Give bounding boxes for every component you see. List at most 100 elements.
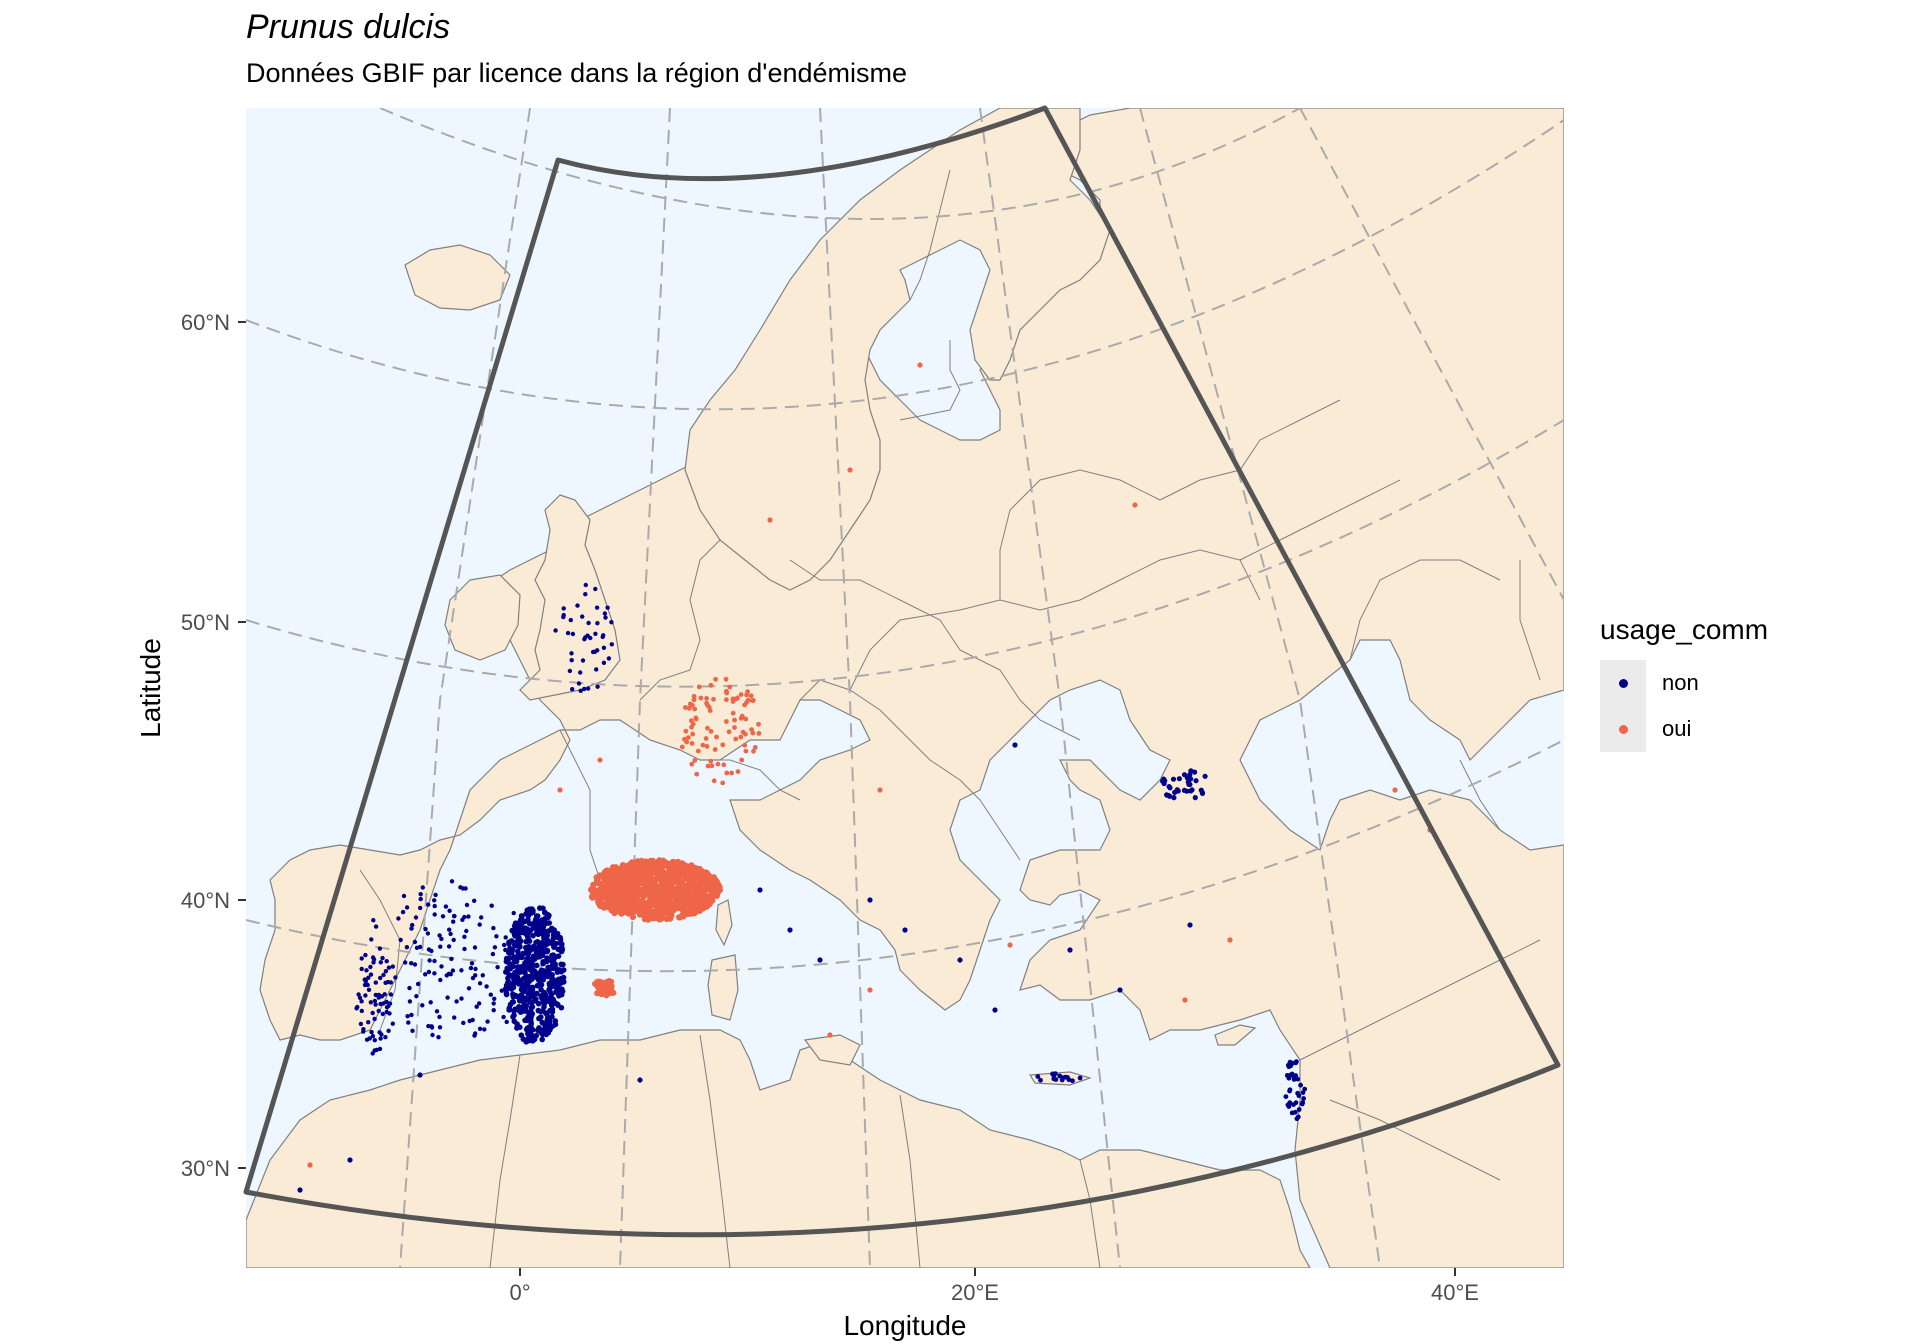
occurrence-point-non [556,993,562,999]
occurrence-point-non [454,999,459,1004]
occurrence-point-non [423,972,428,977]
occurrence-point-oui [1132,502,1138,508]
occurrence-point-non [437,1025,443,1030]
occurrence-point-non [541,928,547,934]
occurrence-point-non [1053,1077,1059,1082]
occurrence-point-oui [623,900,631,907]
occurrence-point-oui [693,716,699,722]
occurrence-point-non [469,961,475,966]
occurrence-point-non [503,991,510,998]
occurrence-point-non [526,943,532,950]
occurrence-point-non [505,959,511,965]
occurrence-point-non [594,667,599,672]
occurrence-point-oui [661,890,668,897]
occurrence-point-non [1035,1074,1041,1079]
occurrence-point-non [373,980,378,985]
occurrence-point-non [593,586,598,592]
occurrence-point-non [526,954,531,960]
occurrence-point-non [426,902,431,907]
occurrence-point-oui [751,748,756,754]
occurrence-point-oui [714,734,719,740]
occurrence-point-non [520,988,527,995]
occurrence-point-oui [683,705,688,710]
occurrence-point-non [517,941,522,946]
occurrence-point-non [1187,781,1193,788]
occurrence-point-non [504,1019,509,1025]
occurrence-point-non [516,922,521,927]
occurrence-point-oui [591,893,599,900]
occurrence-point-oui [700,742,706,748]
occurrence-point-oui [672,898,680,905]
occurrence-point-oui [610,905,617,912]
axis-ticks [238,321,1456,1276]
occurrence-point-non [519,997,524,1002]
occurrence-point-non [516,1004,522,1010]
occurrence-point-oui [668,912,675,919]
occurrence-point-non [554,1001,561,1008]
occurrence-point-non [396,916,401,921]
occurrence-point-non [390,1021,395,1026]
occurrence-point-non [568,617,573,623]
occurrence-point-non [490,951,496,957]
occurrence-point-non [414,945,420,950]
y-axis-title: Latitude [135,638,166,738]
occurrence-point-non [585,686,591,691]
occurrence-point-non [1294,1116,1300,1122]
occurrence-point-oui [683,875,691,882]
occurrence-point-oui [756,721,761,727]
occurrence-point-non [554,969,561,975]
occurrence-point-oui [726,729,732,735]
occurrence-point-oui [685,735,691,740]
occurrence-point-oui [597,896,605,904]
occurrence-point-oui [598,979,605,986]
occurrence-point-non [484,984,489,989]
occurrence-point-oui [877,787,883,793]
occurrence-point-non [535,1027,542,1033]
occurrence-point-non [1296,1107,1302,1112]
occurrence-point-non [528,1037,534,1044]
occurrence-point-non [1302,1086,1308,1092]
y-tick-label-50: 50°N [181,610,230,635]
occurrence-point-non [606,656,612,661]
occurrence-point-non [553,628,558,633]
occurrence-point-oui [707,878,714,885]
occurrence-point-non [378,960,383,965]
occurrence-point-non [533,918,539,924]
occurrence-point-non [518,928,523,934]
occurrence-point-non [480,973,485,978]
occurrence-point-non [439,964,444,969]
occurrence-point-non [530,932,536,939]
occurrence-point-non [359,1008,364,1014]
occurrence-point-oui [727,684,733,690]
occurrence-point-non [452,913,457,919]
occurrence-point-non [516,953,522,960]
occurrence-point-oui [720,742,726,748]
occurrence-point-oui [673,903,681,910]
occurrence-point-oui [683,728,689,734]
occurrence-point-non [472,945,478,950]
occurrence-point-oui [608,983,615,990]
occurrence-point-oui [709,763,715,769]
occurrence-point-non [1059,1077,1065,1083]
occurrence-point-oui [588,886,595,893]
occurrence-point-non [1291,1102,1296,1107]
occurrence-point-non [404,945,410,950]
occurrence-point-non [578,670,583,675]
occurrence-point-oui [632,883,639,891]
legend-dot-non [1618,678,1628,688]
occurrence-point-non [511,910,516,916]
occurrence-point-non [376,1008,381,1014]
occurrence-point-non [1287,1088,1292,1094]
occurrence-point-non [363,952,368,958]
occurrence-point-non [559,944,565,951]
occurrence-point-oui [597,757,603,763]
occurrence-point-non [383,980,388,985]
occurrence-point-non [538,1008,544,1015]
occurrence-point-non [593,631,598,636]
occurrence-point-non [427,958,432,963]
occurrence-point-non [534,927,540,933]
occurrence-point-non [381,972,386,978]
occurrence-point-oui [705,702,710,708]
occurrence-point-non [595,648,600,653]
